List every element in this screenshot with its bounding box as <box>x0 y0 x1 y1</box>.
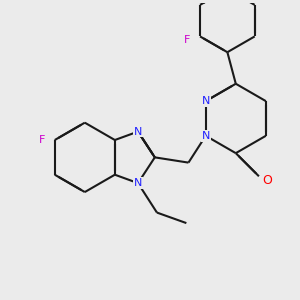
Text: N: N <box>202 96 210 106</box>
Text: N: N <box>202 131 210 141</box>
Text: O: O <box>262 174 272 187</box>
Text: N: N <box>134 178 142 188</box>
Text: F: F <box>39 135 45 145</box>
Text: F: F <box>184 34 190 45</box>
Text: N: N <box>134 127 142 136</box>
